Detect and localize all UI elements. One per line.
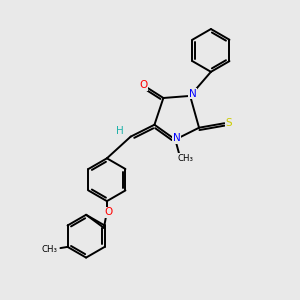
Text: H: H xyxy=(116,126,123,136)
Text: O: O xyxy=(104,207,112,217)
Text: N: N xyxy=(189,88,196,98)
Text: CH₃: CH₃ xyxy=(177,154,193,163)
Text: N: N xyxy=(173,133,181,143)
Text: O: O xyxy=(139,80,148,90)
Text: CH₃: CH₃ xyxy=(41,245,57,254)
Text: S: S xyxy=(225,118,232,128)
